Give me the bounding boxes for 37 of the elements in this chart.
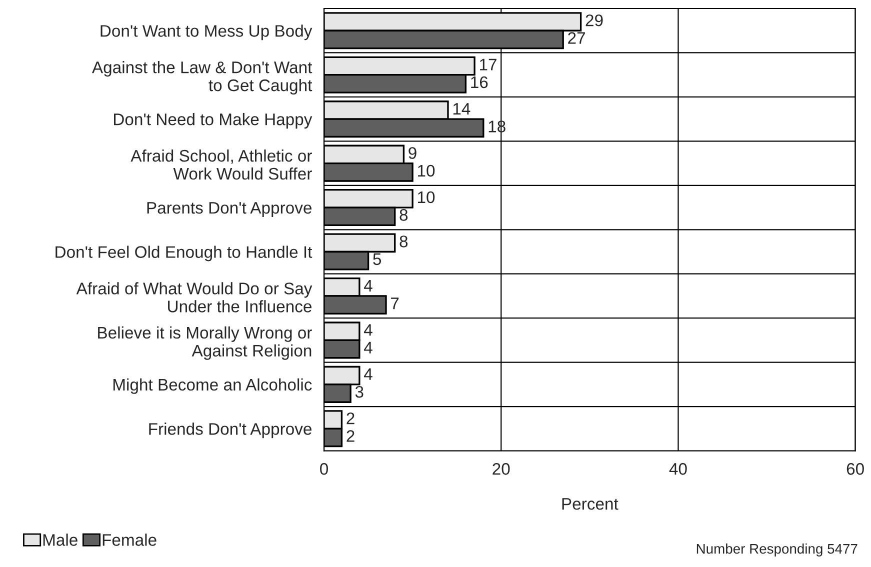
data-label: 9: [408, 147, 416, 159]
y-tick-label: Against the Law & Don't Want to Get Caught: [92, 61, 312, 95]
y-tick-label: Might Become an Alcoholic: [113, 378, 312, 394]
legend-label: Male: [43, 534, 78, 546]
y-tick-label: Afraid School, Athletic or Work Would Suffer: [130, 149, 312, 180]
data-label: 7: [391, 298, 399, 310]
data-label: 10: [418, 191, 435, 204]
data-label: 10: [418, 164, 435, 177]
data-label: 14: [453, 103, 470, 115]
legend-label: Female: [102, 534, 156, 546]
data-label: 2: [346, 430, 354, 442]
y-tick-label: Don't Need to Make Happy: [114, 113, 312, 129]
y-tick-label: Don't Want to Mess Up Body: [100, 24, 312, 40]
y-tick-label: Parents Don't Approve: [147, 202, 312, 218]
data-label: 8: [400, 209, 408, 221]
data-label: 4: [364, 368, 372, 380]
data-label: 2: [346, 412, 354, 424]
data-label: 5: [373, 253, 382, 266]
text: Number Responding 5477: [696, 544, 858, 556]
data-label: 4: [364, 342, 372, 354]
x-tick-label: 0: [320, 463, 328, 475]
data-label: 4: [364, 280, 372, 292]
data-label: 29: [586, 14, 603, 26]
y-tick-label: Afraid of What Would Do or Say Under the Influence: [76, 282, 312, 312]
data-label: 3: [355, 386, 364, 398]
data-label: 16: [471, 76, 488, 88]
y-tick-label: Friends Don't Approve: [149, 422, 312, 438]
data-label: 8: [400, 236, 408, 248]
x-tick-label: 40: [669, 463, 687, 475]
x-axis-title: Percent: [562, 498, 618, 510]
data-label: 17: [480, 58, 496, 70]
data-label: 4: [364, 324, 372, 336]
data-label: 27: [568, 32, 585, 44]
x-tick-label: 60: [846, 463, 864, 475]
x-tick-label: 20: [492, 463, 510, 475]
y-tick-label: Believe it is Morally Wrong or Against Religion: [98, 326, 312, 360]
y-tick-label: Don't Feel Old Enough to Handle It: [56, 246, 312, 262]
